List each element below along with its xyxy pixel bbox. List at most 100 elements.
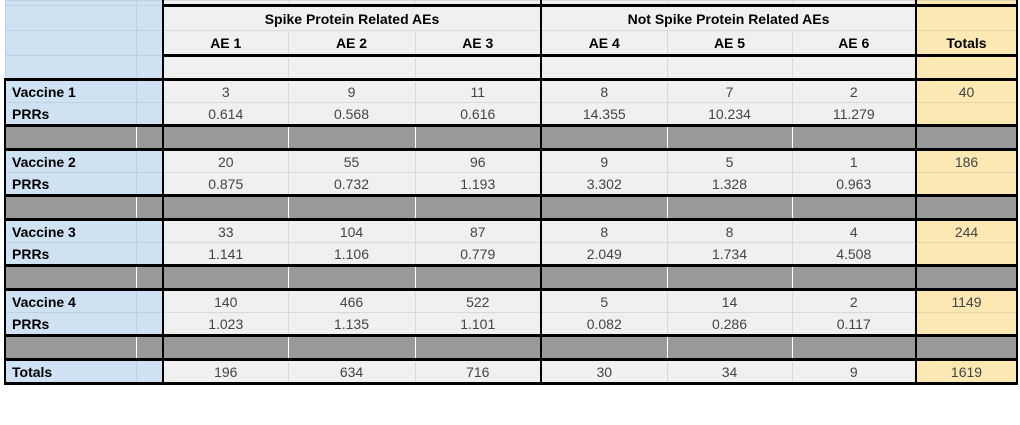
cell-v1-prr-ae4[interactable]: 14.355	[540, 102, 668, 127]
cell-v1-ae5[interactable]: 7	[666, 79, 793, 103]
cell-v2-ae6[interactable]: 1	[791, 149, 917, 173]
separator-cell[interactable]	[135, 335, 164, 361]
separator-cell[interactable]	[666, 125, 793, 151]
narrow-col-cell[interactable]	[135, 5, 164, 31]
narrow-col-cell[interactable]	[135, 242, 164, 267]
label-col-cell[interactable]	[4, 30, 137, 56]
cell-v1-ae6[interactable]: 2	[791, 79, 917, 103]
separator-cell[interactable]	[791, 335, 917, 361]
row-label-prrs-1[interactable]: PRRs	[4, 102, 137, 127]
cell-v4-prr-ae5[interactable]: 0.286	[666, 312, 793, 337]
separator-cell[interactable]	[4, 195, 137, 221]
header-ae2[interactable]: AE 2	[287, 30, 416, 57]
narrow-col-cell[interactable]	[135, 102, 164, 127]
separator-cell[interactable]	[666, 335, 793, 361]
header-ae4[interactable]: AE 4	[540, 30, 668, 57]
separator-cell[interactable]	[162, 195, 289, 221]
cell-v4-ae3[interactable]: 522	[414, 289, 542, 313]
cell-v2-prr-ae4[interactable]: 3.302	[540, 172, 668, 197]
separator-cell[interactable]	[791, 195, 917, 221]
cell-v2-ae3[interactable]: 96	[414, 149, 542, 173]
cell-v1-prr-ae3[interactable]: 0.616	[414, 102, 542, 127]
cell-v1-prr-ae1[interactable]: 0.614	[162, 102, 289, 127]
cell-v1-prr-total[interactable]	[915, 102, 1018, 127]
narrow-col-cell[interactable]	[135, 289, 164, 313]
separator-cell[interactable]	[791, 125, 917, 151]
cell-totals-ae4[interactable]: 30	[540, 359, 668, 385]
separator-cell[interactable]	[540, 195, 668, 221]
cell-totals-ae2[interactable]: 634	[287, 359, 416, 385]
cell-grand-total[interactable]: 1619	[915, 359, 1018, 385]
separator-cell[interactable]	[540, 335, 668, 361]
spacer-cell[interactable]	[540, 55, 668, 81]
separator-cell[interactable]	[4, 125, 137, 151]
cell-v3-total[interactable]: 244	[915, 219, 1018, 243]
cell-v2-ae5[interactable]: 5	[666, 149, 793, 173]
separator-cell[interactable]	[135, 195, 164, 221]
row-label-prrs-4[interactable]: PRRs	[4, 312, 137, 337]
spacer-cell[interactable]	[287, 55, 416, 81]
cell-v3-ae2[interactable]: 104	[287, 219, 416, 243]
row-label-vaccine-2[interactable]: Vaccine 2	[4, 149, 137, 173]
separator-cell[interactable]	[414, 265, 542, 291]
header-totals[interactable]: Totals	[915, 30, 1018, 57]
cell-v2-prr-ae3[interactable]: 1.193	[414, 172, 542, 197]
separator-cell[interactable]	[540, 265, 668, 291]
spacer-cell[interactable]	[135, 55, 164, 81]
cell-v2-prr-ae5[interactable]: 1.328	[666, 172, 793, 197]
separator-cell[interactable]	[287, 335, 416, 361]
cell-totals-ae5[interactable]: 34	[666, 359, 793, 385]
separator-cell[interactable]	[414, 195, 542, 221]
header-ae5[interactable]: AE 5	[666, 30, 793, 57]
cell-v4-ae6[interactable]: 2	[791, 289, 917, 313]
spacer-cell[interactable]	[414, 55, 542, 81]
cell-v2-ae4[interactable]: 9	[540, 149, 668, 173]
narrow-col-cell[interactable]	[135, 30, 164, 56]
cell-v2-ae2[interactable]: 55	[287, 149, 416, 173]
separator-cell[interactable]	[287, 265, 416, 291]
separator-cell[interactable]	[915, 125, 1018, 151]
row-label-vaccine-3[interactable]: Vaccine 3	[4, 219, 137, 243]
sliver-cell[interactable]	[915, 0, 1018, 7]
separator-cell[interactable]	[540, 125, 668, 151]
separator-cell[interactable]	[414, 335, 542, 361]
cell-v4-prr-ae4[interactable]: 0.082	[540, 312, 668, 337]
spacer-cell[interactable]	[915, 55, 1018, 81]
separator-cell[interactable]	[287, 125, 416, 151]
header-ae1[interactable]: AE 1	[162, 30, 289, 57]
cell-v1-ae1[interactable]: 3	[162, 79, 289, 103]
cell-v4-prr-ae1[interactable]: 1.023	[162, 312, 289, 337]
cell-v1-ae2[interactable]: 9	[287, 79, 416, 103]
header-ae3[interactable]: AE 3	[414, 30, 542, 57]
narrow-col-cell[interactable]	[135, 359, 164, 385]
cell-v4-prr-ae6[interactable]: 0.117	[791, 312, 917, 337]
row-label-vaccine-4[interactable]: Vaccine 4	[4, 289, 137, 313]
narrow-col-cell[interactable]	[135, 79, 164, 103]
separator-cell[interactable]	[915, 335, 1018, 361]
group-header-spike[interactable]: Spike Protein Related AEs	[162, 5, 542, 31]
separator-cell[interactable]	[4, 335, 137, 361]
cell-totals-ae6[interactable]: 9	[791, 359, 917, 385]
cell-v3-ae1[interactable]: 33	[162, 219, 289, 243]
cell-v4-ae2[interactable]: 466	[287, 289, 416, 313]
cell-totals-ae1[interactable]: 196	[162, 359, 289, 385]
row-label-vaccine-1[interactable]: Vaccine 1	[4, 79, 137, 103]
separator-cell[interactable]	[4, 265, 137, 291]
cell-v3-prr-ae3[interactable]: 0.779	[414, 242, 542, 267]
cell-v3-prr-ae4[interactable]: 2.049	[540, 242, 668, 267]
cell-v3-prr-ae6[interactable]: 4.508	[791, 242, 917, 267]
cell-v3-ae3[interactable]: 87	[414, 219, 542, 243]
label-col-cell[interactable]	[4, 5, 137, 31]
separator-cell[interactable]	[162, 265, 289, 291]
cell-v4-total[interactable]: 1149	[915, 289, 1018, 313]
cell-v4-prr-ae2[interactable]: 1.135	[287, 312, 416, 337]
header-ae6[interactable]: AE 6	[791, 30, 917, 57]
cell-v4-ae4[interactable]: 5	[540, 289, 668, 313]
cell-v1-prr-ae6[interactable]: 11.279	[791, 102, 917, 127]
separator-cell[interactable]	[135, 265, 164, 291]
cell-v3-prr-ae5[interactable]: 1.734	[666, 242, 793, 267]
cell-v3-prr-ae2[interactable]: 1.106	[287, 242, 416, 267]
cell-totals-ae3[interactable]: 716	[414, 359, 542, 385]
narrow-col-cell[interactable]	[135, 149, 164, 173]
cell-v1-ae3[interactable]: 11	[414, 79, 542, 103]
